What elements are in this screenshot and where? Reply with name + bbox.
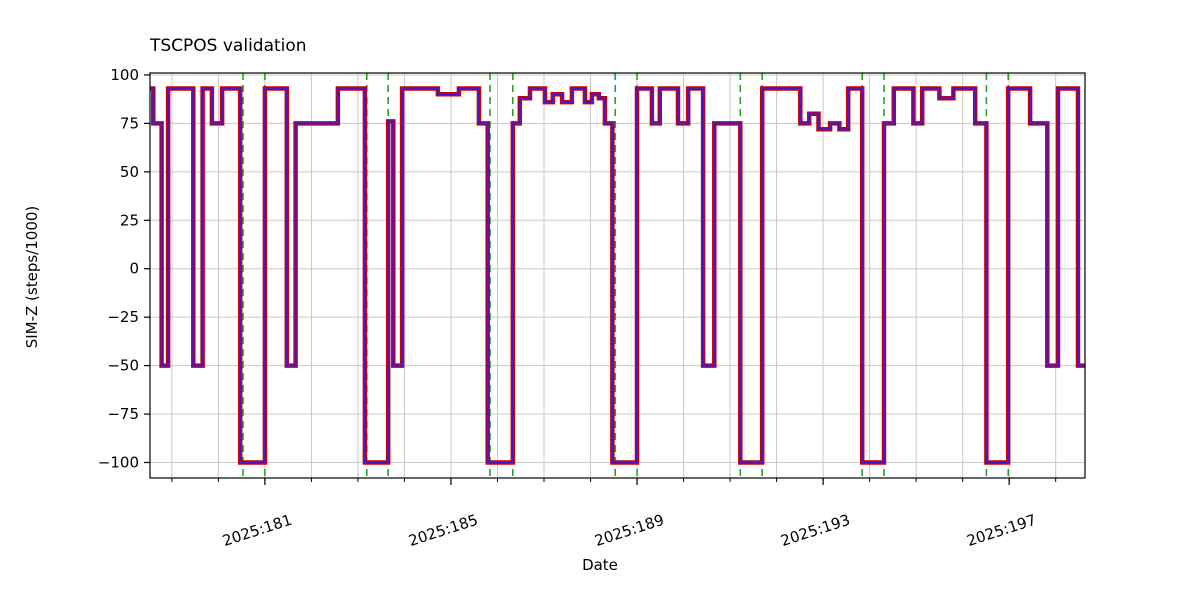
y-tick-label: 100 — [110, 66, 139, 84]
y-tick-label: 75 — [120, 114, 139, 132]
y-tick-label: 50 — [120, 163, 139, 181]
series-line-telemetry — [150, 86, 1085, 465]
x-tick-label: 2025:185 — [406, 511, 480, 550]
chart-title: TSCPOS validation — [150, 36, 307, 56]
y-tick-label: 25 — [120, 211, 139, 229]
y-tick-label: −100 — [98, 453, 139, 471]
x-axis-label: Date — [582, 556, 618, 574]
x-tick-label: 2025:181 — [220, 511, 294, 550]
y-tick-label: −50 — [107, 357, 139, 375]
y-tick-label: 0 — [129, 260, 139, 278]
y-tick-label: −25 — [107, 308, 139, 326]
x-tick-label: 2025:189 — [592, 511, 666, 550]
x-tick-label: 2025:197 — [965, 511, 1039, 550]
y-tick-label: −75 — [107, 405, 139, 423]
axes-frame — [149, 72, 1086, 479]
y-axis-label: SIM-Z (steps/1000) — [23, 205, 41, 349]
x-tick-label: 2025:193 — [778, 511, 852, 550]
series-line-simulation — [150, 87, 1085, 464]
